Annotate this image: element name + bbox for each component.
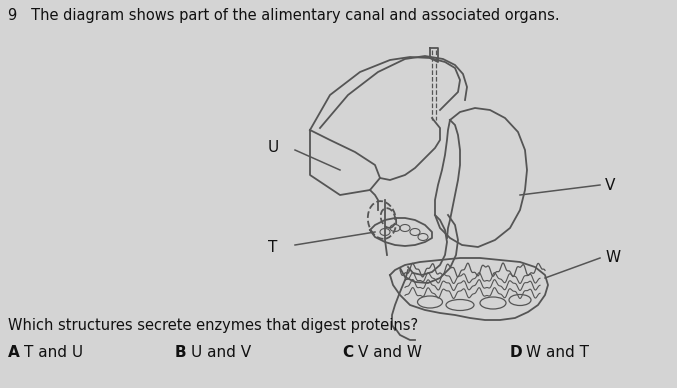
Text: U and V: U and V [191, 345, 251, 360]
Text: D: D [510, 345, 523, 360]
Text: A: A [8, 345, 20, 360]
Text: V: V [605, 177, 615, 192]
Text: T: T [268, 241, 278, 256]
Text: W: W [605, 251, 620, 265]
Text: U: U [268, 140, 279, 154]
Text: T and U: T and U [24, 345, 83, 360]
Text: B: B [175, 345, 187, 360]
Text: 9   The diagram shows part of the alimentary canal and associated organs.: 9 The diagram shows part of the alimenta… [8, 8, 560, 23]
Text: C: C [342, 345, 353, 360]
Text: Which structures secrete enzymes that digest proteins?: Which structures secrete enzymes that di… [8, 318, 418, 333]
Text: W and T: W and T [526, 345, 589, 360]
Text: V and W: V and W [358, 345, 422, 360]
